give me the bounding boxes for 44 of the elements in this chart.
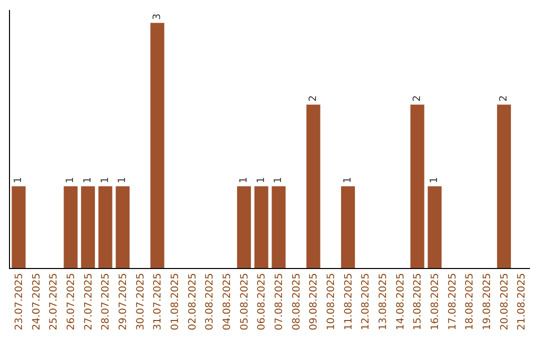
x-tick-label: 17.08.2025 [447, 273, 458, 330]
data-label: 1 [117, 176, 128, 184]
x-tick-label: 25.07.2025 [48, 273, 60, 330]
data-label: 1 [82, 176, 94, 184]
data-label: 1 [429, 176, 440, 184]
x-tick-label: 06.08.2025 [256, 273, 268, 330]
data-label: 2 [308, 95, 319, 102]
data-label: 1 [256, 176, 267, 184]
data-label: 1 [100, 176, 111, 184]
x-tick-label: 11.08.2025 [343, 273, 354, 330]
x-tick-label: 01.08.2025 [170, 273, 181, 330]
data-label: 3 [152, 14, 163, 20]
x-tick-label: 08.08.2025 [291, 273, 302, 330]
x-tick-label: 02.08.2025 [187, 273, 198, 330]
data-label: 2 [412, 95, 423, 102]
x-tick-label: 14.08.2025 [395, 273, 406, 330]
x-tick-label: 27.07.2025 [83, 273, 94, 330]
x-tick-label: 07.08.2025 [274, 273, 285, 330]
x-tick-label: 24.07.2025 [31, 273, 42, 330]
x-tick-label: 20.08.2025 [499, 273, 510, 330]
data-label: 1 [273, 176, 284, 184]
x-tick-label: 26.07.2025 [66, 273, 77, 330]
x-tick-label: 09.08.2025 [308, 273, 320, 330]
data-label: 1 [238, 176, 250, 184]
x-tick-label: 10.08.2025 [326, 273, 337, 330]
x-tick-label: 16.08.2025 [430, 273, 441, 330]
x-tick-label: 13.08.2025 [378, 273, 389, 330]
data-label: 2 [498, 95, 510, 102]
data-label: 1 [342, 176, 354, 184]
x-tick-label: 19.08.2025 [482, 273, 493, 330]
x-tick-label: 05.08.2025 [239, 273, 250, 330]
data-label: 1 [13, 176, 24, 184]
x-tick-label: 21.08.2025 [516, 273, 528, 330]
x-tick-label: 29.07.2025 [118, 273, 129, 330]
x-tick-label: 04.08.2025 [222, 273, 233, 330]
x-tick-label: 12.08.2025 [360, 273, 372, 330]
x-tick-label: 18.08.2025 [464, 273, 476, 330]
x-tick-label: 31.07.2025 [152, 273, 164, 330]
x-tick-label: 28.07.2025 [100, 273, 112, 330]
x-tick-label: 03.08.2025 [204, 273, 216, 330]
data-label: 1 [65, 176, 76, 184]
x-tick-label: 15.08.2025 [412, 273, 424, 330]
x-tick-label: 23.07.2025 [14, 273, 25, 330]
x-tick-label: 30.07.2025 [135, 273, 146, 330]
